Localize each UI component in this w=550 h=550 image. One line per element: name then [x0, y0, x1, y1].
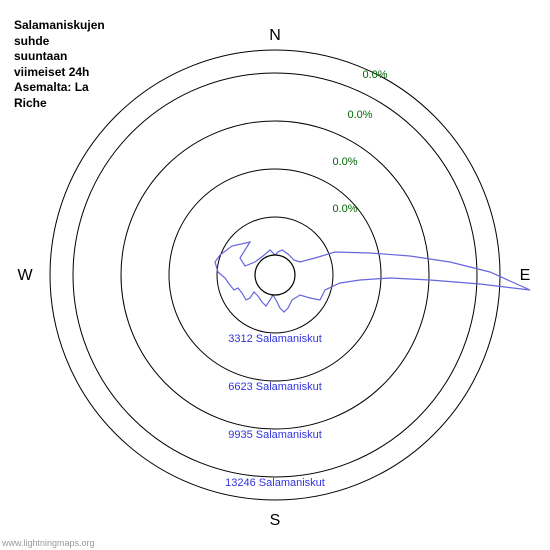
- lower-label-3: 9935 Salamaniskut: [228, 429, 322, 441]
- lower-label-1: 3312 Salamaniskut: [228, 333, 322, 345]
- cardinal-s: S: [270, 512, 281, 529]
- center-circle: [255, 255, 295, 295]
- cardinal-w: W: [17, 267, 33, 284]
- upper-label-2: 0.0%: [332, 156, 357, 168]
- cardinal-n: N: [269, 27, 281, 44]
- footer-credit: www.lightningmaps.org: [2, 538, 95, 548]
- cardinal-e: E: [520, 267, 531, 284]
- upper-label-1: 0.0%: [332, 203, 357, 215]
- lower-label-4: 13246 Salamaniskut: [225, 477, 325, 489]
- upper-label-4: 0.0%: [362, 69, 387, 81]
- chart-title: Salamaniskujen suhde suuntaan viimeiset …: [14, 18, 105, 112]
- upper-label-3: 0.0%: [347, 109, 372, 121]
- lower-label-2: 6623 Salamaniskut: [228, 381, 322, 393]
